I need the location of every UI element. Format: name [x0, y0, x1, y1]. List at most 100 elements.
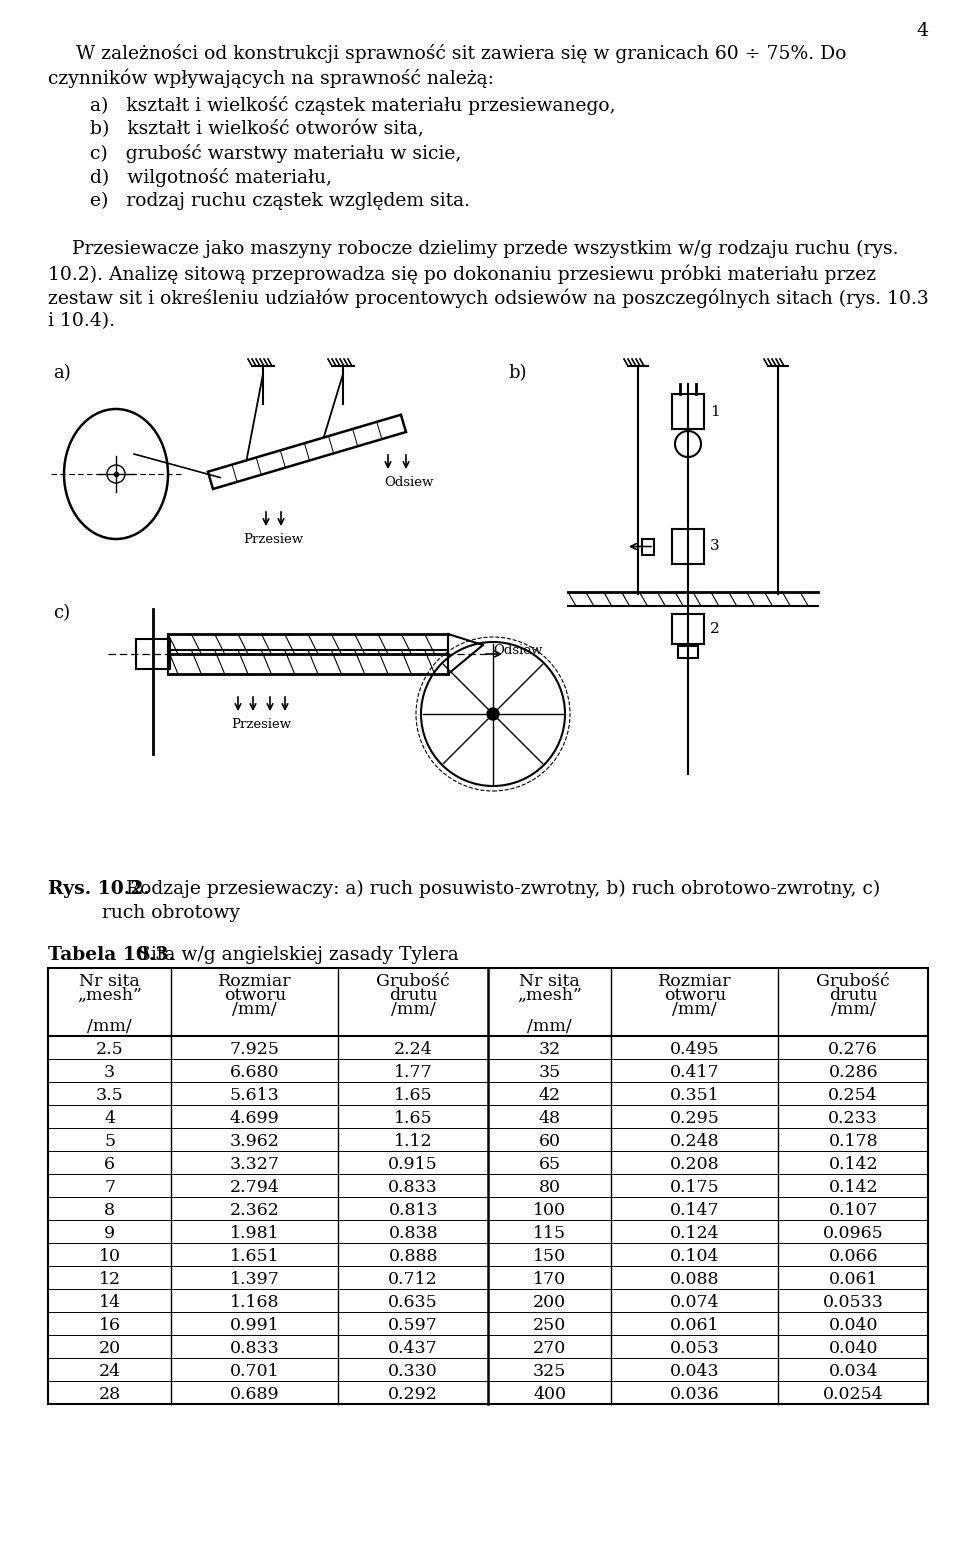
Text: 0.147: 0.147: [670, 1202, 720, 1219]
Text: Rozmiar: Rozmiar: [218, 973, 292, 990]
Text: Sita w/g angielskiej zasady Tylera: Sita w/g angielskiej zasady Tylera: [132, 946, 459, 963]
Text: 150: 150: [533, 1249, 566, 1264]
Text: 24: 24: [99, 1363, 121, 1380]
Text: 0.888: 0.888: [389, 1249, 438, 1264]
Text: 14: 14: [99, 1294, 121, 1311]
Text: 1.65: 1.65: [394, 1087, 433, 1104]
Text: drutu: drutu: [828, 987, 877, 1004]
Text: 0.292: 0.292: [388, 1386, 438, 1403]
Text: 8: 8: [104, 1202, 115, 1219]
Text: 170: 170: [533, 1271, 566, 1288]
Circle shape: [675, 430, 701, 457]
Text: d)   wilgotność materiału,: d) wilgotność materiału,: [90, 168, 332, 187]
Text: 6: 6: [104, 1157, 115, 1172]
Text: otworu: otworu: [663, 987, 726, 1004]
Text: 0.495: 0.495: [670, 1041, 720, 1059]
Text: 0.0965: 0.0965: [823, 1225, 883, 1243]
Text: i 10.4).: i 10.4).: [48, 312, 115, 331]
Text: 4: 4: [916, 22, 928, 41]
Text: 0.248: 0.248: [670, 1133, 720, 1151]
Text: 400: 400: [533, 1386, 566, 1403]
Text: a): a): [53, 363, 71, 382]
Text: 0.0254: 0.0254: [823, 1386, 883, 1403]
Text: /mm/: /mm/: [830, 1001, 876, 1018]
Text: 3.327: 3.327: [229, 1157, 279, 1172]
Text: Rys. 10.2.: Rys. 10.2.: [48, 879, 150, 898]
Text: 1.651: 1.651: [230, 1249, 279, 1264]
Text: 9: 9: [104, 1225, 115, 1243]
Text: 0.597: 0.597: [388, 1317, 438, 1335]
Text: 0.142: 0.142: [828, 1179, 878, 1196]
Text: 20: 20: [99, 1341, 121, 1356]
Text: 60: 60: [539, 1133, 561, 1151]
Text: 0.833: 0.833: [389, 1179, 438, 1196]
Text: 200: 200: [533, 1294, 566, 1311]
Text: 2.794: 2.794: [229, 1179, 279, 1196]
Text: „mesh”: „mesh”: [517, 987, 582, 1004]
Text: 0.254: 0.254: [828, 1087, 878, 1104]
Text: 2: 2: [710, 622, 720, 636]
Text: 0.915: 0.915: [389, 1157, 438, 1172]
Text: 100: 100: [533, 1202, 566, 1219]
Text: 35: 35: [539, 1063, 561, 1080]
Text: W zależności od konstrukcji sprawność sit zawiera się w granicach 60 ÷ 75%. Do: W zależności od konstrukcji sprawność si…: [76, 44, 847, 62]
Text: 0.040: 0.040: [828, 1341, 878, 1356]
Text: 3: 3: [710, 539, 720, 553]
Text: 0.286: 0.286: [828, 1063, 878, 1080]
Text: „mesh”: „mesh”: [77, 987, 142, 1004]
Text: 1.12: 1.12: [394, 1133, 433, 1151]
Text: Nr sita: Nr sita: [519, 973, 580, 990]
Text: 5.613: 5.613: [230, 1087, 279, 1104]
Text: 10.2). Analizę sitową przeprowadza się po dokonaniu przesiewu próbki materiału p: 10.2). Analizę sitową przeprowadza się p…: [48, 263, 876, 284]
Text: 0.175: 0.175: [670, 1179, 720, 1196]
Text: 0.088: 0.088: [670, 1271, 720, 1288]
Text: 3.5: 3.5: [96, 1087, 124, 1104]
Text: zestaw sit i określeniu udziałów procentowych odsiewów na poszczególnych sitach : zestaw sit i określeniu udziałów procent…: [48, 288, 928, 307]
Text: /mm/: /mm/: [232, 1001, 277, 1018]
Text: 42: 42: [539, 1087, 561, 1104]
Text: 1.65: 1.65: [394, 1110, 433, 1127]
Text: 0.142: 0.142: [828, 1157, 878, 1172]
Text: 1.77: 1.77: [394, 1063, 433, 1080]
Text: Przesiew: Przesiew: [244, 533, 303, 546]
Text: c)   grubość warstwy materiału w sicie,: c) grubość warstwy materiału w sicie,: [90, 143, 462, 164]
Text: 0.043: 0.043: [670, 1363, 720, 1380]
Ellipse shape: [64, 408, 168, 539]
Text: b): b): [508, 363, 526, 382]
Text: 1: 1: [710, 404, 720, 418]
Text: 16: 16: [99, 1317, 121, 1335]
Text: czynników wpływających na sprawność należą:: czynników wpływających na sprawność nale…: [48, 69, 493, 87]
Text: 0.036: 0.036: [670, 1386, 720, 1403]
Text: 0.074: 0.074: [670, 1294, 720, 1311]
Text: 7.925: 7.925: [229, 1041, 279, 1059]
Text: 0.991: 0.991: [230, 1317, 279, 1335]
Text: 0.813: 0.813: [389, 1202, 438, 1219]
Text: 0.124: 0.124: [670, 1225, 720, 1243]
Text: 1.981: 1.981: [230, 1225, 279, 1243]
Text: 115: 115: [533, 1225, 566, 1243]
Text: 10: 10: [99, 1249, 121, 1264]
Text: Grubość: Grubość: [816, 973, 890, 990]
Text: 4: 4: [104, 1110, 115, 1127]
Text: /mm/: /mm/: [87, 1018, 132, 1035]
Text: 0.034: 0.034: [828, 1363, 878, 1380]
Text: 5: 5: [104, 1133, 115, 1151]
Text: 0.712: 0.712: [389, 1271, 438, 1288]
Text: 65: 65: [539, 1157, 561, 1172]
Text: 0.351: 0.351: [670, 1087, 720, 1104]
Text: Odsiew: Odsiew: [384, 475, 434, 490]
Text: 3: 3: [104, 1063, 115, 1080]
Text: 28: 28: [99, 1386, 121, 1403]
Text: /mm/: /mm/: [672, 1001, 717, 1018]
Text: 0.178: 0.178: [828, 1133, 878, 1151]
Text: 0.104: 0.104: [670, 1249, 720, 1264]
Text: 2.362: 2.362: [229, 1202, 279, 1219]
Text: 270: 270: [533, 1341, 566, 1356]
Text: 0.061: 0.061: [828, 1271, 878, 1288]
Text: Nr sita: Nr sita: [80, 973, 140, 990]
Text: 0.701: 0.701: [230, 1363, 279, 1380]
Text: 0.208: 0.208: [670, 1157, 720, 1172]
Text: 2.24: 2.24: [394, 1041, 433, 1059]
Text: 6.680: 6.680: [230, 1063, 279, 1080]
Text: b)   kształt i wielkość otworów sita,: b) kształt i wielkość otworów sita,: [90, 120, 423, 139]
